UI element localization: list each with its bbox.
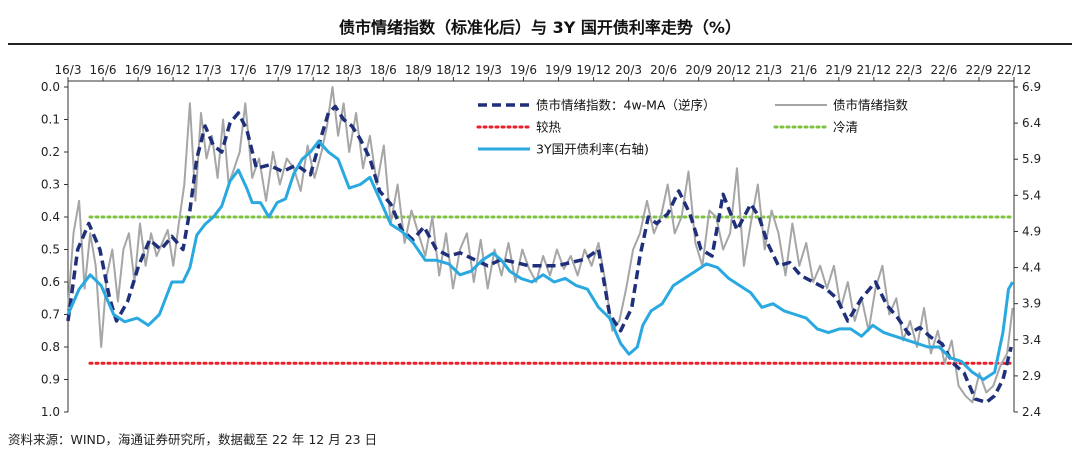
x-tick-label: 18/6 <box>370 63 397 77</box>
legend-label-cold: 冷清 <box>833 120 858 135</box>
right-axis: 6.9 6.4 5.9 5.4 4.9 4.4 3.9 3.4 2.9 2.4 <box>1013 80 1041 419</box>
x-tick-label: 18/9 <box>405 63 432 77</box>
left-tick-label: 0.9 <box>41 373 60 387</box>
series-line-yield <box>66 139 1014 381</box>
legend-label-hot: 较热 <box>536 120 562 135</box>
x-tick-label: 22/6 <box>930 63 957 77</box>
left-axis: 0.0 0.1 0.2 0.3 0.4 0.5 0.6 0.7 0.8 0.9 1.0 <box>41 80 69 419</box>
title-rule <box>8 43 1072 45</box>
left-tick-label: 1.0 <box>41 405 60 419</box>
x-tick-label: 17/3 <box>195 63 222 77</box>
x-tick-label: 17/9 <box>265 63 292 77</box>
left-tick-label: 0.8 <box>41 340 60 354</box>
x-tick-label: 16/9 <box>125 63 152 77</box>
chart-title: 债市情绪指数（标准化后）与 3Y 国开债利率走势（%） <box>339 18 741 37</box>
right-tick-label: 2.4 <box>1022 405 1041 419</box>
x-tick-label: 22/3 <box>895 63 922 77</box>
legend-label-sentiment: 债市情绪指数 <box>833 98 909 113</box>
left-tick-label: 0.4 <box>41 210 60 224</box>
x-tick-label: 17/6 <box>230 63 257 77</box>
left-tick-label: 0.0 <box>41 80 60 94</box>
right-tick-label: 4.9 <box>1022 224 1041 238</box>
x-tick-label: 18/12 <box>436 63 471 77</box>
x-tick-label: 16/3 <box>55 63 82 77</box>
right-tick-label: 3.9 <box>1022 297 1041 311</box>
x-tick-label: 16/12 <box>156 63 191 77</box>
x-tick-label: 19/6 <box>510 63 537 77</box>
x-tick-label: 19/3 <box>475 63 502 77</box>
right-tick-label: 5.9 <box>1022 152 1041 166</box>
left-tick-label: 0.3 <box>41 178 60 192</box>
x-tick-label: 21/3 <box>755 63 782 77</box>
x-axis-ticks: 16/3 16/6 16/9 16/12 17/3 17/6 17/9 17/12 18/3 18… <box>55 63 1032 82</box>
x-tick-label: 20/6 <box>650 63 677 77</box>
left-tick-label: 0.2 <box>41 145 60 159</box>
right-tick-label: 3.4 <box>1022 333 1041 347</box>
left-tick-label: 0.5 <box>41 243 60 257</box>
x-tick-label: 21/12 <box>857 63 892 77</box>
x-tick-label: 18/3 <box>335 63 362 77</box>
source-note: 资料来源：WIND，海通证券研究所，数据截至 22 年 12 月 23 日 <box>8 432 378 447</box>
x-tick-label: 17/12 <box>296 63 331 77</box>
right-tick-label: 2.9 <box>1022 369 1041 383</box>
x-tick-label: 19/12 <box>576 63 611 77</box>
legend-label-yield: 3Y国开债利率(右轴) <box>536 142 649 157</box>
reference-lines <box>88 215 1012 365</box>
left-tick-label: 0.6 <box>41 275 60 289</box>
right-tick-label: 4.4 <box>1022 261 1041 275</box>
x-tick-label: 22/9 <box>965 63 992 77</box>
x-tick-label: 21/9 <box>825 63 852 77</box>
series-line-sentiment <box>67 86 1014 404</box>
right-tick-label: 5.4 <box>1022 188 1041 202</box>
x-tick-label: 22/12 <box>997 63 1032 77</box>
right-tick-label: 6.9 <box>1022 80 1041 94</box>
series-line-sentiment_ma <box>66 104 1013 405</box>
x-tick-label: 21/6 <box>790 63 817 77</box>
series-lines <box>66 86 1014 405</box>
x-tick-label: 16/6 <box>90 63 117 77</box>
right-tick-label: 6.4 <box>1022 116 1041 130</box>
legend-label-sentiment_ma: 债市情绪指数：4w-MA（逆序） <box>536 98 716 113</box>
left-tick-label: 0.7 <box>41 308 60 322</box>
x-tick-label: 20/12 <box>716 63 751 77</box>
x-tick-label: 20/9 <box>685 63 712 77</box>
x-tick-label: 19/9 <box>545 63 572 77</box>
x-tick-label: 20/3 <box>615 63 642 77</box>
left-tick-label: 0.1 <box>41 113 60 127</box>
